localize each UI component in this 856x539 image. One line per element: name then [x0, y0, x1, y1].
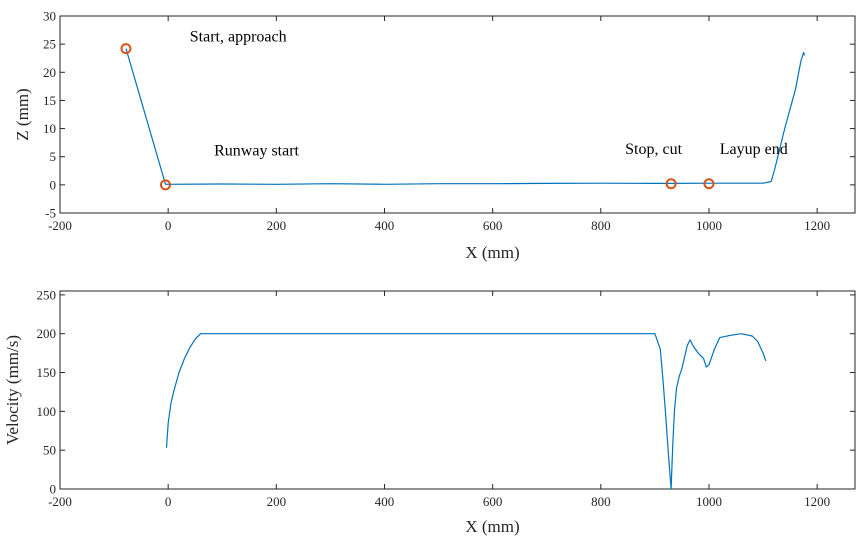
y-tick-label: 250 — [37, 287, 57, 302]
series-line — [165, 333, 767, 490]
plot-area-frame — [59, 290, 856, 490]
x-tick-label: -200 — [48, 218, 72, 233]
x-tick-label: -200 — [48, 494, 72, 509]
point-marker — [703, 178, 715, 190]
annotation-label: Start, approach — [190, 28, 287, 45]
y-tick-label: 30 — [43, 9, 56, 24]
y-tick-label: 200 — [37, 326, 57, 341]
x-tick-label: 200 — [267, 218, 287, 233]
y-axis-title: Velocity (mm/s) — [3, 335, 22, 445]
x-tick-label: 800 — [591, 494, 611, 509]
x-tick-label: 400 — [375, 494, 395, 509]
y-tick-label: 15 — [43, 93, 56, 108]
x-tick-label: 400 — [375, 218, 395, 233]
bottom-plot-velocity-vs-x: -200 0 200 400 600 800 1000 1200050100150200250… — [3, 287, 856, 536]
x-tick-label: 200 — [267, 494, 287, 509]
y-tick-label: 0 — [50, 177, 57, 192]
y-axis-title: Z (mm) — [13, 88, 32, 140]
x-tick-label: 1200 — [804, 218, 830, 233]
annotation-label: Layup end — [720, 141, 788, 158]
point-marker — [120, 43, 132, 55]
y-tick-label: 10 — [43, 121, 56, 136]
y-tick-label: 0 — [50, 482, 57, 497]
series-line — [125, 48, 806, 185]
x-tick-label: 1000 — [696, 494, 722, 509]
y-tick-label: 20 — [43, 65, 56, 80]
point-marker — [665, 178, 677, 190]
x-tick-label: 800 — [591, 218, 611, 233]
x-tick-label: 1000 — [696, 218, 722, 233]
x-tick-label: 600 — [483, 218, 503, 233]
top-plot-z-vs-x: -200 0 200 400 600 800 1000 1200 -5 0 5 10 15 20 25 30 X… — [13, 9, 856, 262]
x-tick-label: 0 — [165, 218, 172, 233]
y-tick-label: -5 — [45, 206, 56, 221]
x-tick-label: 0 — [165, 494, 172, 509]
x-axis-title: X (mm) — [465, 243, 519, 262]
annotation-label: Stop, cut — [625, 141, 682, 158]
x-tick-label: 600 — [483, 494, 503, 509]
x-axis-title: X (mm) — [465, 517, 519, 536]
y-tick-label: 150 — [37, 365, 57, 380]
annotation-label: Runway start — [214, 143, 299, 160]
y-tick-label: 50 — [43, 443, 56, 458]
y-tick-label: 100 — [37, 404, 57, 419]
point-marker — [159, 179, 171, 191]
plot-area-frame — [59, 15, 856, 214]
y-tick-label: 5 — [50, 149, 57, 164]
x-tick-label: 1200 — [804, 494, 830, 509]
y-tick-label: 25 — [43, 37, 56, 52]
